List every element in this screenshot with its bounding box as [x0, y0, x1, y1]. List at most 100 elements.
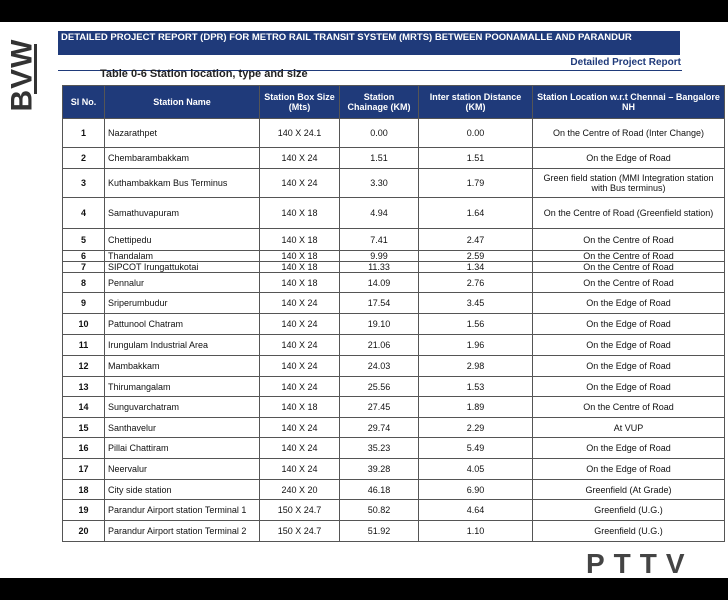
table-cell: 1.79 — [418, 168, 533, 198]
station-name: Chettipedu — [104, 228, 260, 251]
table-cell: 140 X 24 — [259, 313, 340, 335]
table-cell: 1.10 — [418, 520, 533, 542]
table-row: 11 Irungulam Industrial Area 140 X 24 21.06… — [62, 334, 725, 356]
station-name: Samathuvapuram — [104, 197, 260, 229]
table-cell: 140 X 18 — [259, 197, 340, 229]
station-name: Chembarambakkam — [104, 147, 260, 169]
header-rule — [58, 70, 682, 71]
table-cell: 25.56 — [339, 376, 419, 397]
table-cell: On the Edge of Road — [532, 376, 725, 397]
table-cell: 2.59 — [418, 250, 533, 262]
table-cell: 1 — [62, 118, 105, 148]
table-cell: On the Edge of Road — [532, 292, 725, 314]
table-cell: On the Centre of Road — [532, 396, 725, 418]
table-cell: 1.53 — [418, 376, 533, 397]
table-row: 4 Samathuvapuram 140 X 18 4.94 1.64 On the Ce… — [62, 197, 725, 229]
table-cell: 4.64 — [418, 499, 533, 521]
header-row: Sl No. Station Name Station Box Size (Mts)… — [62, 85, 725, 119]
table-cell: 140 X 18 — [259, 396, 340, 418]
column-header: Station Name — [104, 85, 260, 119]
table-cell: 140 X 24 — [259, 334, 340, 356]
table-cell: 13 — [62, 376, 105, 397]
logo-mark — [34, 44, 53, 94]
station-name: Neervalur — [104, 458, 260, 480]
table-cell: 16 — [62, 437, 105, 459]
table-cell: 7 — [62, 261, 105, 273]
table-cell: 140 X 18 — [259, 250, 340, 262]
table-cell: 140 X 24 — [259, 355, 340, 377]
table-row: 20 Parandur Airport station Terminal 2 150… — [62, 520, 725, 542]
table-cell: 50.82 — [339, 499, 419, 521]
column-header: Station Location w.r.t Chennai – Bangalo… — [532, 85, 725, 119]
table-row: 6 Thandalam 140 X 18 9.99 2.59 On the Centre … — [62, 250, 725, 262]
table-cell: Green field station (MMI Integration sta… — [532, 168, 725, 198]
column-header: Station Box Size (Mts) — [259, 85, 340, 119]
table-cell: 5 — [62, 228, 105, 251]
table-cell: Greenfield (U.G.) — [532, 499, 725, 521]
table-cell: 140 X 24 — [259, 147, 340, 169]
table-cell: 17.54 — [339, 292, 419, 314]
table-row: 19 Parandur Airport station Terminal 1 150… — [62, 499, 725, 521]
top-bar — [0, 0, 728, 22]
table-cell: At VUP — [532, 417, 725, 438]
table-cell: 0.00 — [418, 118, 533, 148]
table-cell: 3.45 — [418, 292, 533, 314]
table-row: 7 SIPCOT Irungattukotai 140 X 18 11.33 1.34 O… — [62, 261, 725, 273]
column-header: Inter station Distance (KM) — [418, 85, 533, 119]
table-cell: 24.03 — [339, 355, 419, 377]
table-cell: 29.74 — [339, 417, 419, 438]
table-row: 10 Pattunool Chatram 140 X 24 19.10 1.56 On t… — [62, 313, 725, 335]
table-cell: 140 X 18 — [259, 272, 340, 293]
table-cell: On the Edge of Road — [532, 313, 725, 335]
table-cell: 10 — [62, 313, 105, 335]
table-cell: 4.05 — [418, 458, 533, 480]
station-name: Kuthambakkam Bus Terminus — [104, 168, 260, 198]
table-cell: 1.96 — [418, 334, 533, 356]
table-cell: 140 X 24 — [259, 376, 340, 397]
table-caption: Table 0-6 Station location, type and siz… — [100, 68, 308, 80]
table-head: Sl No. Station Name Station Box Size (Mts)… — [62, 85, 725, 119]
table-cell: 2.47 — [418, 228, 533, 251]
table-cell: 1.51 — [418, 147, 533, 169]
table-cell: 14 — [62, 396, 105, 418]
table-cell: 150 X 24.7 — [259, 520, 340, 542]
station-name: City side station — [104, 479, 260, 500]
report-header: DETAILED PROJECT REPORT (DPR) FOR METRO … — [58, 31, 680, 55]
table-cell: 7.41 — [339, 228, 419, 251]
table-cell: 140 X 24 — [259, 292, 340, 314]
table-cell: 140 X 24 — [259, 458, 340, 480]
table-row: 14 Sunguvarchatram 140 X 18 27.45 1.89 On the… — [62, 396, 725, 418]
table-cell: 51.92 — [339, 520, 419, 542]
table-cell: 240 X 20 — [259, 479, 340, 500]
station-name: Pattunool Chatram — [104, 313, 260, 335]
table-cell: 21.06 — [339, 334, 419, 356]
table-cell: 46.18 — [339, 479, 419, 500]
table-cell: 19 — [62, 499, 105, 521]
table-cell: 3.30 — [339, 168, 419, 198]
table-cell: 140 X 24 — [259, 168, 340, 198]
table-cell: 2.29 — [418, 417, 533, 438]
table-cell: 1.34 — [418, 261, 533, 273]
table-cell: 15 — [62, 417, 105, 438]
station-name: Parandur Airport station Terminal 1 — [104, 499, 260, 521]
table-cell: 12 — [62, 355, 105, 377]
station-name: Irungulam Industrial Area — [104, 334, 260, 356]
table-row: 12 Mambakkam 140 X 24 24.03 2.98 On the Edge … — [62, 355, 725, 377]
report-subtitle: Detailed Project Report — [570, 57, 681, 68]
table-cell: 3 — [62, 168, 105, 198]
table-cell: On the Edge of Road — [532, 334, 725, 356]
table-body: 1 Nazarathpet 140 X 24.1 0.00 0.00 On the Cen… — [62, 118, 725, 542]
table-cell: 35.23 — [339, 437, 419, 459]
table-cell: Greenfield (U.G.) — [532, 520, 725, 542]
table-cell: 2.76 — [418, 272, 533, 293]
table-cell: 0.00 — [339, 118, 419, 148]
station-name: Thandalam — [104, 250, 260, 262]
table-cell: 8 — [62, 272, 105, 293]
table-cell: 2 — [62, 147, 105, 169]
table-cell: 14.09 — [339, 272, 419, 293]
table-row: 5 Chettipedu 140 X 18 7.41 2.47 On the Centre… — [62, 228, 725, 251]
station-name: Pillai Chattiram — [104, 437, 260, 459]
table-cell: 9.99 — [339, 250, 419, 262]
table-row: 15 Santhavelur 140 X 24 29.74 2.29 At VUP — [62, 417, 725, 438]
